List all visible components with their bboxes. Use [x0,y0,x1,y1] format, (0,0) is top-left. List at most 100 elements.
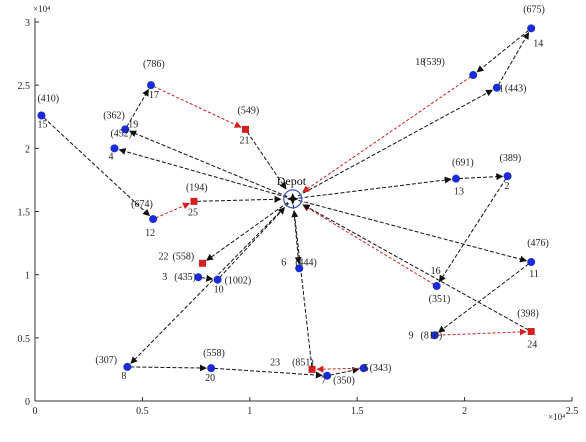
node-id-label: 4 [108,151,113,162]
node-id-label: 10 [214,285,224,296]
customer-marker [452,174,461,183]
route-edge [497,32,530,86]
node-demand-label: (444) [295,257,317,268]
node-id-label: 3 [162,272,167,283]
route-edge [437,263,530,333]
node-demand-label: (674) [131,199,153,210]
customer-marker [146,81,155,90]
x-tick-label: 0 [33,406,38,417]
node-demand-label: (410) [37,93,59,104]
route-edge [291,210,313,367]
customer-marker [207,364,216,373]
node-demand-label: (786) [143,59,165,70]
route-edge [437,328,527,336]
y-tick-label: 2.5 [18,81,31,92]
node-id-label: 23 [270,357,280,368]
node-id-label: 17 [149,90,159,101]
customer-marker [123,362,132,371]
node-demand-label: (389) [500,153,522,164]
node-id-label: 6 [281,257,286,268]
station-marker [242,125,250,133]
node-demand-label: (443) [505,84,527,95]
node-id-label: 22 [159,251,169,262]
route-edge [130,202,289,364]
node-demand-label: (343) [370,363,392,374]
node-id-label: 24 [527,340,537,351]
customer-marker [527,258,536,267]
x-tick-label: 2 [462,406,467,417]
node-id-label: 16 [431,266,441,277]
node-demand-label: (851) [292,357,314,368]
x-tick-label: 1.5 [351,406,364,417]
node-id-label: 18 [415,57,425,68]
route-edge [246,131,287,190]
customer-marker [323,371,332,380]
node-id-label: 9 [409,330,414,341]
customer-marker [194,273,203,282]
node-demand-label: (549) [238,105,260,116]
node-id-label: 14 [533,38,543,49]
route-edge [438,178,507,283]
route-edge [298,199,528,263]
node-id-label: 20 [205,373,215,384]
customer-marker [359,364,368,373]
node-demand-label: (398) [517,309,539,320]
node-demand-label: (1002) [225,276,252,287]
route-edge [298,176,452,199]
node-demand-label: (350) [333,376,355,387]
node-id-label: 21 [240,135,250,146]
route-lines [43,29,530,379]
node-demand-label: (691) [452,158,474,169]
route-edge [316,365,361,373]
node-demand-label: (476) [527,238,549,249]
customer-marker [492,83,501,92]
node-id-label: 19 [128,119,138,130]
route-edge [155,202,191,219]
node-demand-label: (351) [429,294,451,305]
node-demand-label: (194) [186,182,208,193]
route-edge [302,76,472,193]
y-tick-label: 2 [25,144,30,155]
node-demand-label: (558) [173,251,195,262]
route-edge [302,204,435,285]
customer-marker [37,111,46,120]
route-edge [219,207,286,278]
customer-marker [430,331,439,340]
node-id-label: 11 [529,269,539,280]
node-id-label: 5 [364,363,369,374]
node-id-label: 15 [37,119,47,130]
station-marker [527,328,535,336]
route-edge [43,117,150,217]
node-demand-label: (539) [423,57,445,68]
node-id-label: 1 [499,84,504,95]
x-tick-label: 0.5 [136,406,149,417]
y-tick-label: 0 [25,397,30,408]
route-edge [118,148,288,198]
node-demand-label: (675) [523,4,545,15]
depot-ring [283,189,303,209]
route-edge [329,367,360,376]
y-tick-label: 1 [25,271,30,282]
customer-marker [527,24,536,33]
route-edge [214,367,323,379]
station-marker [199,259,207,267]
route-edge [130,364,207,372]
customer-marker [213,275,222,284]
customer-marker [110,144,119,153]
y-exponent-label: ×10⁴ [33,4,50,14]
y-tick-label: 3 [25,18,30,29]
route-edge [196,195,282,203]
node-demand-label: (435) [174,272,196,283]
x-tick-label: 1 [247,406,252,417]
route-edge [476,29,530,73]
node-id-label: 8 [121,371,126,382]
route-nodes: (675) 14 (539)18 (443)1 (410) 15 (786) 17 (549) 2… [37,4,549,387]
customer-marker [295,264,304,273]
node-demand-label: (810) [421,330,443,341]
y-tick-label: 1.5 [18,208,31,219]
x-tick-label: 2.5 [566,406,579,417]
route-edge [126,88,149,128]
route-edge [129,130,288,198]
station-marker [190,197,198,205]
node-demand-label: (307) [95,355,117,366]
